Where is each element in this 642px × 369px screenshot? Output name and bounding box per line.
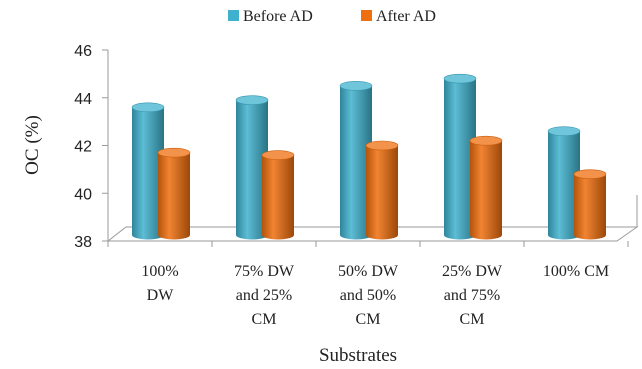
y-tick-label: 46 xyxy=(74,43,92,60)
legend-label-after-ad: After AD xyxy=(376,8,436,25)
bar-before-ad xyxy=(235,95,269,240)
x-axis-ticks: 100% DW 75% DW and 25% CM 50% DW and 50% CM 25% … xyxy=(107,241,629,328)
bar-before-ad xyxy=(443,73,477,240)
y-tick-label: 42 xyxy=(74,139,92,156)
legend: Before AD After AD xyxy=(228,8,436,25)
x-axis-title: Substrates xyxy=(319,345,397,366)
bar-after-ad xyxy=(469,135,503,240)
bar-before-ad xyxy=(131,102,165,240)
y-tick-label: 44 xyxy=(74,91,92,108)
x-tick-label: 25% DW and 75% CM xyxy=(442,263,503,328)
y-axis-title: OC (%) xyxy=(22,115,43,175)
legend-swatch-before-ad xyxy=(228,10,239,21)
y-tick-label: 38 xyxy=(74,234,92,251)
x-tick-label: 100% CM xyxy=(543,263,609,280)
bar-after-ad xyxy=(261,150,295,240)
legend-swatch-after-ad xyxy=(361,10,372,21)
bar-after-ad xyxy=(573,169,607,240)
legend-label-before-ad: Before AD xyxy=(243,8,313,25)
x-tick-label: 50% DW and 50% CM xyxy=(338,263,399,328)
x-tick-label: 75% DW and 25% CM xyxy=(234,263,295,328)
bar-before-ad xyxy=(339,81,373,240)
bars xyxy=(131,73,607,240)
bar-before-ad xyxy=(547,126,581,240)
y-axis-ticks: 38 40 42 44 46 xyxy=(74,43,108,251)
x-tick-label: 100% DW xyxy=(141,263,178,304)
bar-after-ad xyxy=(157,147,191,240)
y-tick-label: 40 xyxy=(74,186,92,203)
bar-after-ad xyxy=(365,140,399,240)
